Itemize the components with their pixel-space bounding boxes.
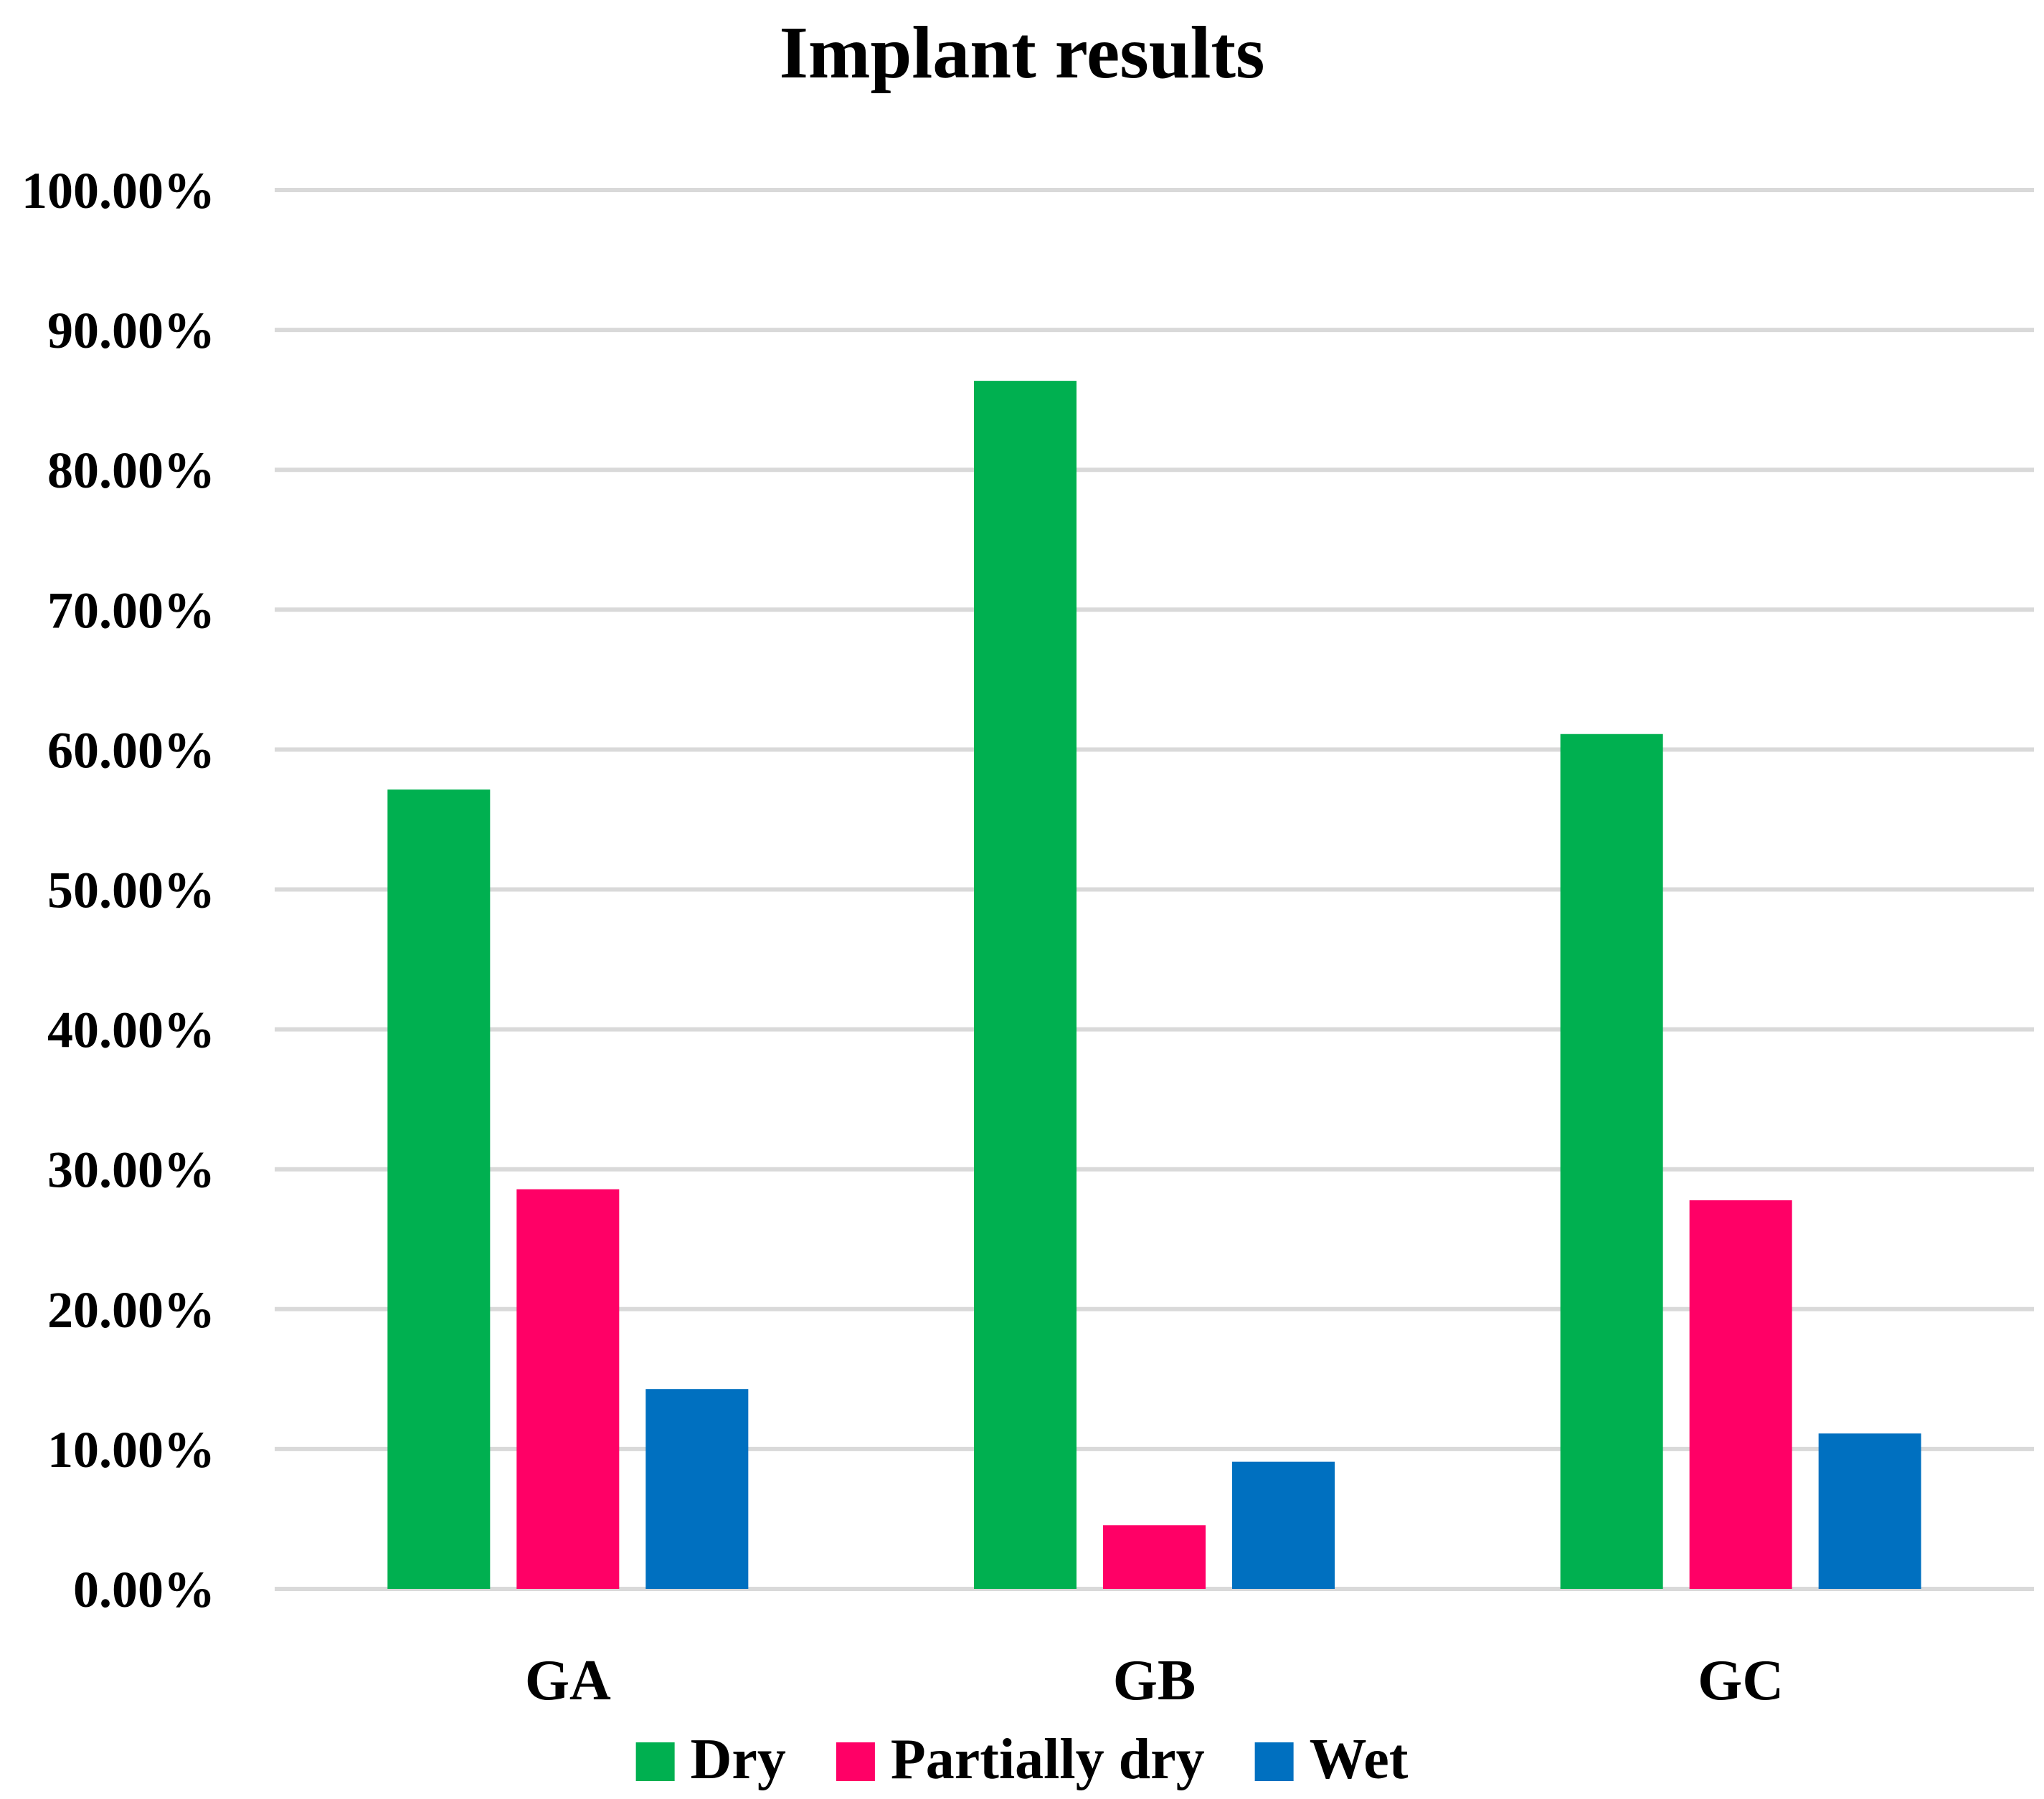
bar-gc-dry: [1560, 734, 1663, 1589]
legend-label: Partially dry: [891, 1728, 1205, 1791]
legend-item-dry: Dry: [635, 1728, 786, 1791]
chart-title: Implant results: [779, 11, 1264, 94]
bar-gb-partially-dry: [1103, 1525, 1206, 1589]
x-category-label: GB: [1113, 1649, 1196, 1712]
y-tick-label: 70.00%: [47, 582, 215, 639]
bar-ga-wet: [645, 1389, 749, 1589]
bar-gc-partially-dry: [1689, 1200, 1792, 1589]
y-tick-label: 10.00%: [47, 1421, 215, 1478]
legend-swatch: [635, 1742, 675, 1781]
bars: [387, 381, 1921, 1589]
bar-gb-wet: [1232, 1461, 1335, 1589]
x-category-label: GA: [525, 1649, 611, 1712]
y-tick-label: 90.00%: [47, 302, 215, 359]
legend-label: Wet: [1310, 1728, 1409, 1791]
y-tick-label: 60.00%: [47, 721, 215, 779]
x-category-label: GC: [1698, 1649, 1784, 1712]
legend-swatch: [1254, 1742, 1294, 1781]
x-axis-category-labels: GA GB GC: [525, 1649, 1784, 1712]
y-tick-label: 40.00%: [47, 1002, 215, 1059]
y-tick-label: 20.00%: [47, 1281, 215, 1339]
legend: Dry Partially dry Wet: [635, 1728, 1409, 1791]
legend-item-partially-dry: Partially dry: [836, 1728, 1205, 1791]
y-tick-label: 100.00%: [22, 162, 215, 219]
bar-gb-dry: [974, 381, 1077, 1589]
y-axis-tick-labels: 0.00% 10.00% 20.00% 30.00% 40.00% 50.00% 60.00…: [22, 162, 215, 1618]
y-tick-label: 30.00%: [47, 1141, 215, 1199]
y-tick-label: 0.00%: [73, 1561, 215, 1618]
legend-item-wet: Wet: [1254, 1728, 1409, 1791]
legend-swatch: [836, 1742, 875, 1781]
bar-gc-wet: [1818, 1433, 1921, 1589]
bar-ga-partially-dry: [516, 1189, 620, 1589]
legend-label: Dry: [691, 1728, 786, 1791]
bar-ga-dry: [387, 789, 491, 1589]
y-tick-label: 80.00%: [47, 442, 215, 499]
y-tick-label: 50.00%: [47, 862, 215, 919]
